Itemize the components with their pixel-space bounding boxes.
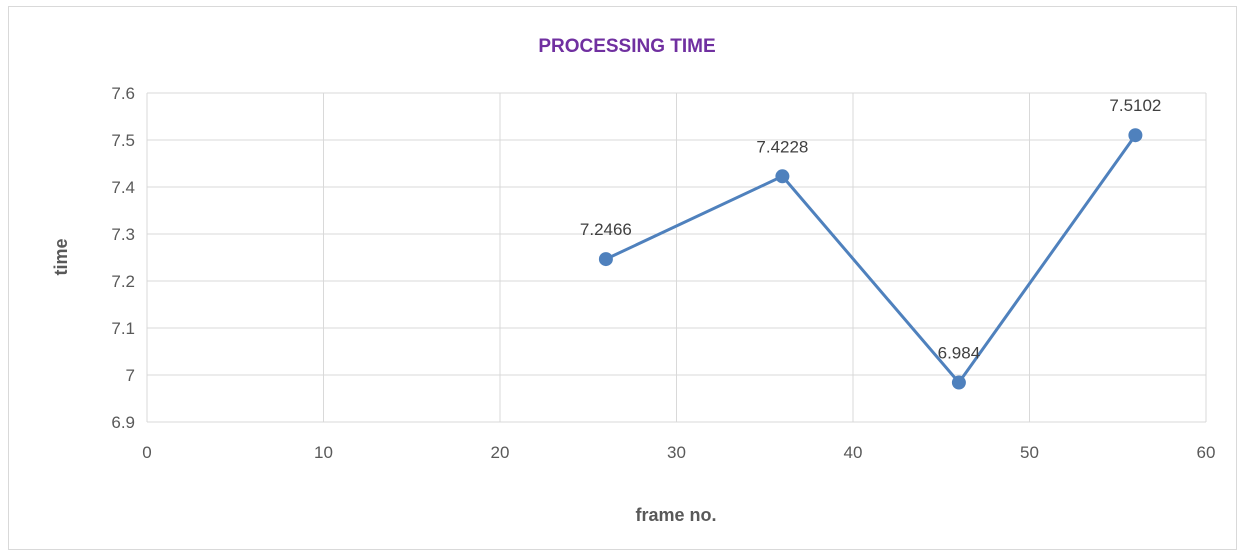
series-line xyxy=(605,134,1137,385)
x-tick-label: 10 xyxy=(314,443,333,462)
y-tick-label: 7 xyxy=(126,366,135,385)
y-axis-ticks: 6.9 7 7.1 7.2 7.3 7.4 7.5 7.6 xyxy=(111,84,135,432)
x-axis-ticks: 0 10 20 30 40 50 60 xyxy=(142,443,1215,462)
chart-title: PROCESSING TIME xyxy=(538,36,715,57)
y-tick-label: 6.9 xyxy=(111,413,135,432)
grid xyxy=(146,92,1207,423)
x-tick-label: 50 xyxy=(1020,443,1039,462)
data-label: 7.2466 xyxy=(580,220,632,239)
y-tick-label: 7.1 xyxy=(111,319,135,338)
data-point xyxy=(598,252,613,267)
data-label: 7.5102 xyxy=(1109,96,1161,115)
y-axis-title: time xyxy=(51,238,71,275)
y-tick-label: 7.6 xyxy=(111,84,135,103)
y-tick-label: 7.2 xyxy=(111,272,135,291)
data-point xyxy=(951,375,966,390)
data-point xyxy=(775,169,790,184)
data-point xyxy=(1128,128,1143,143)
x-tick-label: 0 xyxy=(142,443,151,462)
data-label: 6.984 xyxy=(938,344,981,363)
y-tick-label: 7.5 xyxy=(111,131,135,150)
x-tick-label: 20 xyxy=(491,443,510,462)
series xyxy=(598,128,1143,390)
y-tick-label: 7.3 xyxy=(111,225,135,244)
y-tick-label: 7.4 xyxy=(111,178,135,197)
x-tick-label: 40 xyxy=(844,443,863,462)
data-label: 7.4228 xyxy=(756,137,808,156)
x-axis-title: frame no. xyxy=(635,505,716,525)
x-tick-label: 60 xyxy=(1197,443,1216,462)
data-labels: 7.2466 7.4228 6.984 7.5102 xyxy=(580,96,1162,362)
x-tick-label: 30 xyxy=(667,443,686,462)
